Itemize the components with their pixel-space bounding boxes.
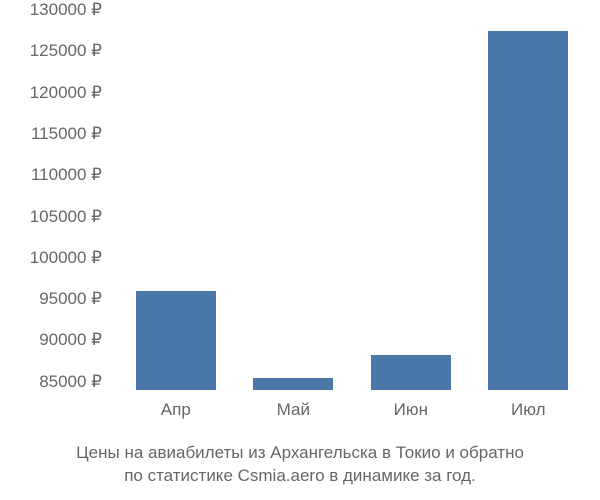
- x-tick-label: Июн: [394, 390, 428, 420]
- y-tick-label: 120000 ₽: [30, 83, 110, 103]
- bar: [253, 378, 333, 390]
- bar: [371, 355, 451, 390]
- bar: [488, 31, 568, 390]
- y-tick-label: 90000 ₽: [39, 330, 110, 350]
- x-tick-label: Апр: [161, 390, 191, 420]
- y-tick-label: 100000 ₽: [30, 248, 110, 268]
- chart-caption: Цены на авиабилеты из Архангельска в Ток…: [0, 442, 600, 488]
- y-tick-label: 125000 ₽: [30, 41, 110, 61]
- price-chart: 85000 ₽ 90000 ₽ 95000 ₽ 100000 ₽ 105000 ₽ 110…: [0, 0, 600, 500]
- y-tick-label: 130000 ₽: [30, 0, 110, 20]
- plot-area: 85000 ₽90000 ₽95000 ₽100000 ₽105000 ₽110…: [110, 10, 580, 390]
- y-tick-label: 95000 ₽: [39, 289, 110, 309]
- y-tick-label: 85000 ₽: [39, 372, 110, 392]
- y-tick-label: 110000 ₽: [31, 165, 110, 185]
- y-tick-label: 115000 ₽: [31, 124, 110, 144]
- bar: [136, 291, 216, 390]
- caption-line: по статистике Csmia.aero в динамике за г…: [0, 465, 600, 488]
- y-tick-label: 105000 ₽: [30, 207, 110, 227]
- x-tick-label: Май: [277, 390, 310, 420]
- x-tick-label: Июл: [511, 390, 546, 420]
- caption-line: Цены на авиабилеты из Архангельска в Ток…: [0, 442, 600, 465]
- bars-layer: [110, 10, 580, 390]
